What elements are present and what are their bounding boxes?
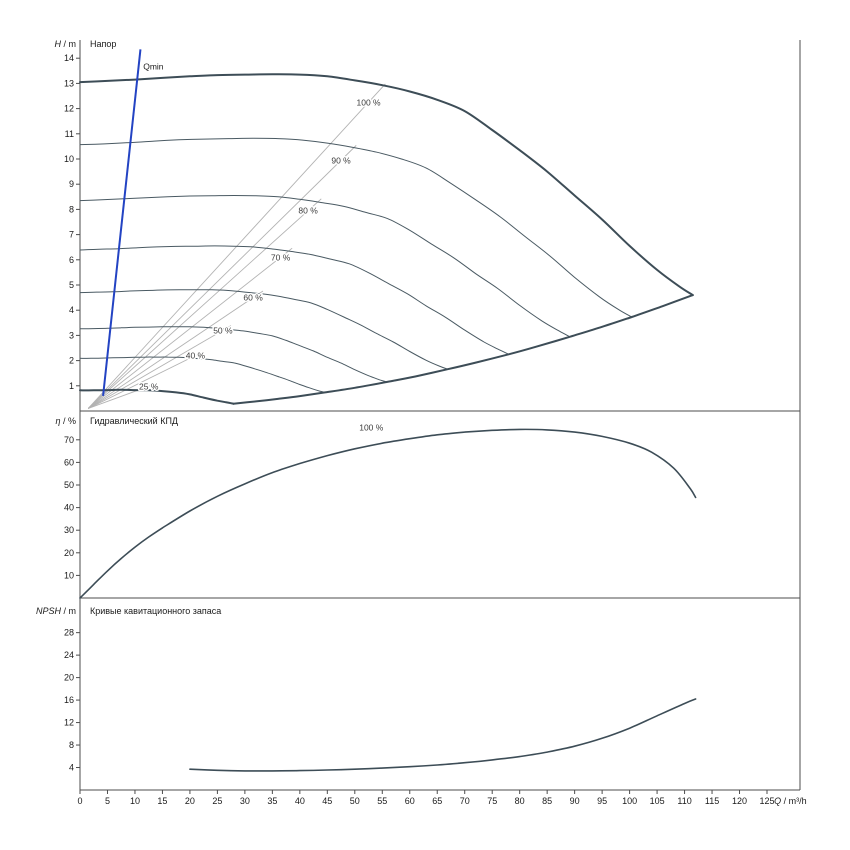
efficiency-y-axis-label: η / % bbox=[55, 416, 76, 426]
x-tick-label: 70 bbox=[460, 796, 470, 806]
head-y-tick-label: 5 bbox=[69, 280, 74, 290]
head-y-tick-label: 9 bbox=[69, 179, 74, 189]
x-tick-label: 40 bbox=[295, 796, 305, 806]
head-y-axis-label-symbol: H bbox=[55, 39, 62, 49]
efficiency-y-tick-label: 50 bbox=[64, 480, 74, 490]
head-y-axis-label-unit: / m bbox=[61, 39, 76, 49]
head-y-tick-label: 10 bbox=[64, 154, 74, 164]
x-tick-label: 80 bbox=[515, 796, 525, 806]
head-y-tick-label: 7 bbox=[69, 230, 74, 240]
x-tick-label: 20 bbox=[185, 796, 195, 806]
curve-70- bbox=[79, 245, 510, 355]
curve-80- bbox=[79, 194, 571, 338]
x-tick-label: 55 bbox=[377, 796, 387, 806]
x-tick-label: 120 bbox=[732, 796, 747, 806]
efficiency-y-axis-label-unit: / % bbox=[60, 416, 76, 426]
head-y-tick-label: 1 bbox=[69, 381, 74, 391]
curve-40- bbox=[79, 356, 326, 393]
x-tick-label: 30 bbox=[240, 796, 250, 806]
percent-label-100: 100 % bbox=[359, 422, 384, 432]
efficiency-y-axis-label-symbol: η bbox=[55, 416, 60, 426]
npsh-y-tick-label: 28 bbox=[64, 628, 74, 638]
x-tick-label: 45 bbox=[322, 796, 332, 806]
percent-label-60: 60 % bbox=[243, 293, 263, 303]
x-tick-label: 105 bbox=[650, 796, 665, 806]
x-tick-label: 115 bbox=[705, 796, 719, 806]
head-y-tick-label: 6 bbox=[69, 255, 74, 265]
affinity-guide-line bbox=[88, 351, 203, 409]
qmin-label: Qmin bbox=[143, 62, 164, 72]
x-axis-label-symbol: Q bbox=[774, 796, 781, 806]
head-y-tick-label: 11 bbox=[65, 129, 74, 139]
head-y-tick-label: 8 bbox=[69, 204, 74, 214]
x-axis-label: Q / m³/h bbox=[774, 796, 807, 806]
x-tick-label: 85 bbox=[542, 796, 552, 806]
affinity-guide-line bbox=[88, 325, 232, 409]
curve-100- bbox=[79, 73, 694, 297]
efficiency-y-tick-label: 30 bbox=[64, 525, 74, 535]
percent-label-70: 70 % bbox=[271, 252, 291, 262]
x-tick-label: 75 bbox=[487, 796, 497, 806]
percent-label-100: 100 % bbox=[356, 97, 381, 107]
npsh-y-tick-label: 20 bbox=[64, 673, 74, 683]
npsh-panel-title: Кривые кавитационного запаса bbox=[90, 606, 221, 616]
head-y-tick-label: 13 bbox=[64, 78, 74, 88]
x-tick-label: 15 bbox=[157, 796, 167, 806]
npsh-y-tick-label: 16 bbox=[64, 695, 74, 705]
x-tick-label: 110 bbox=[677, 796, 691, 806]
affinity-guide-line bbox=[87, 247, 293, 409]
qmin-line bbox=[102, 49, 142, 396]
percent-label-90: 90 % bbox=[331, 155, 351, 165]
x-tick-label: 5 bbox=[105, 796, 110, 806]
head-y-tick-label: 4 bbox=[69, 305, 74, 315]
curve-100- bbox=[79, 428, 697, 599]
curve-max-flow-limit bbox=[232, 294, 694, 405]
efficiency-panel-title: Гидравлический КПД bbox=[90, 416, 178, 426]
npsh-y-tick-label: 12 bbox=[64, 718, 74, 728]
efficiency-y-tick-label: 10 bbox=[64, 570, 74, 580]
efficiency-y-tick-label: 70 bbox=[64, 435, 74, 445]
x-tick-label: 10 bbox=[130, 796, 140, 806]
affinity-guide-line bbox=[88, 384, 153, 409]
curve-60- bbox=[79, 289, 449, 370]
curve-npsh bbox=[189, 698, 697, 772]
x-tick-label: 35 bbox=[267, 796, 277, 806]
npsh-y-axis-label: NPSH / m bbox=[36, 606, 76, 616]
npsh-y-axis-label-unit: / m bbox=[61, 606, 76, 616]
percent-label-40: 40 % bbox=[186, 351, 206, 361]
npsh-y-axis-label-symbol: NPSH bbox=[36, 606, 62, 616]
head-y-tick-label: 2 bbox=[69, 356, 74, 366]
affinity-guide-line bbox=[87, 145, 357, 409]
npsh-y-tick-label: 4 bbox=[69, 763, 74, 773]
x-tick-label: 50 bbox=[350, 796, 360, 806]
npsh-y-tick-label: 24 bbox=[64, 650, 74, 660]
x-tick-label: 125 bbox=[759, 796, 774, 806]
percent-label-50: 50 % bbox=[213, 325, 233, 335]
x-tick-label: 100 bbox=[622, 796, 637, 806]
percent-label-25: 25 % bbox=[139, 381, 159, 391]
head-panel-title: Напор bbox=[90, 39, 116, 49]
head-y-tick-label: 3 bbox=[69, 330, 74, 340]
x-axis-label-unit: / m³/h bbox=[781, 796, 807, 806]
head-y-axis-label: H / m bbox=[55, 39, 77, 49]
curve-25- bbox=[79, 388, 235, 405]
x-tick-label: 0 bbox=[77, 796, 82, 806]
efficiency-y-tick-label: 20 bbox=[64, 548, 74, 558]
x-tick-label: 25 bbox=[212, 796, 222, 806]
curve-50- bbox=[79, 326, 388, 383]
efficiency-y-tick-label: 60 bbox=[64, 457, 74, 467]
npsh-y-tick-label: 8 bbox=[69, 740, 74, 750]
head-y-tick-label: 14 bbox=[64, 53, 74, 63]
percent-label-80: 80 % bbox=[298, 206, 318, 216]
x-tick-label: 60 bbox=[405, 796, 415, 806]
x-tick-label: 95 bbox=[597, 796, 607, 806]
curve-90- bbox=[79, 137, 633, 318]
x-tick-label: 90 bbox=[570, 796, 580, 806]
head-y-tick-label: 12 bbox=[64, 104, 74, 114]
affinity-guide-line bbox=[87, 198, 322, 409]
efficiency-y-tick-label: 40 bbox=[64, 503, 74, 513]
x-tick-label: 65 bbox=[432, 796, 442, 806]
